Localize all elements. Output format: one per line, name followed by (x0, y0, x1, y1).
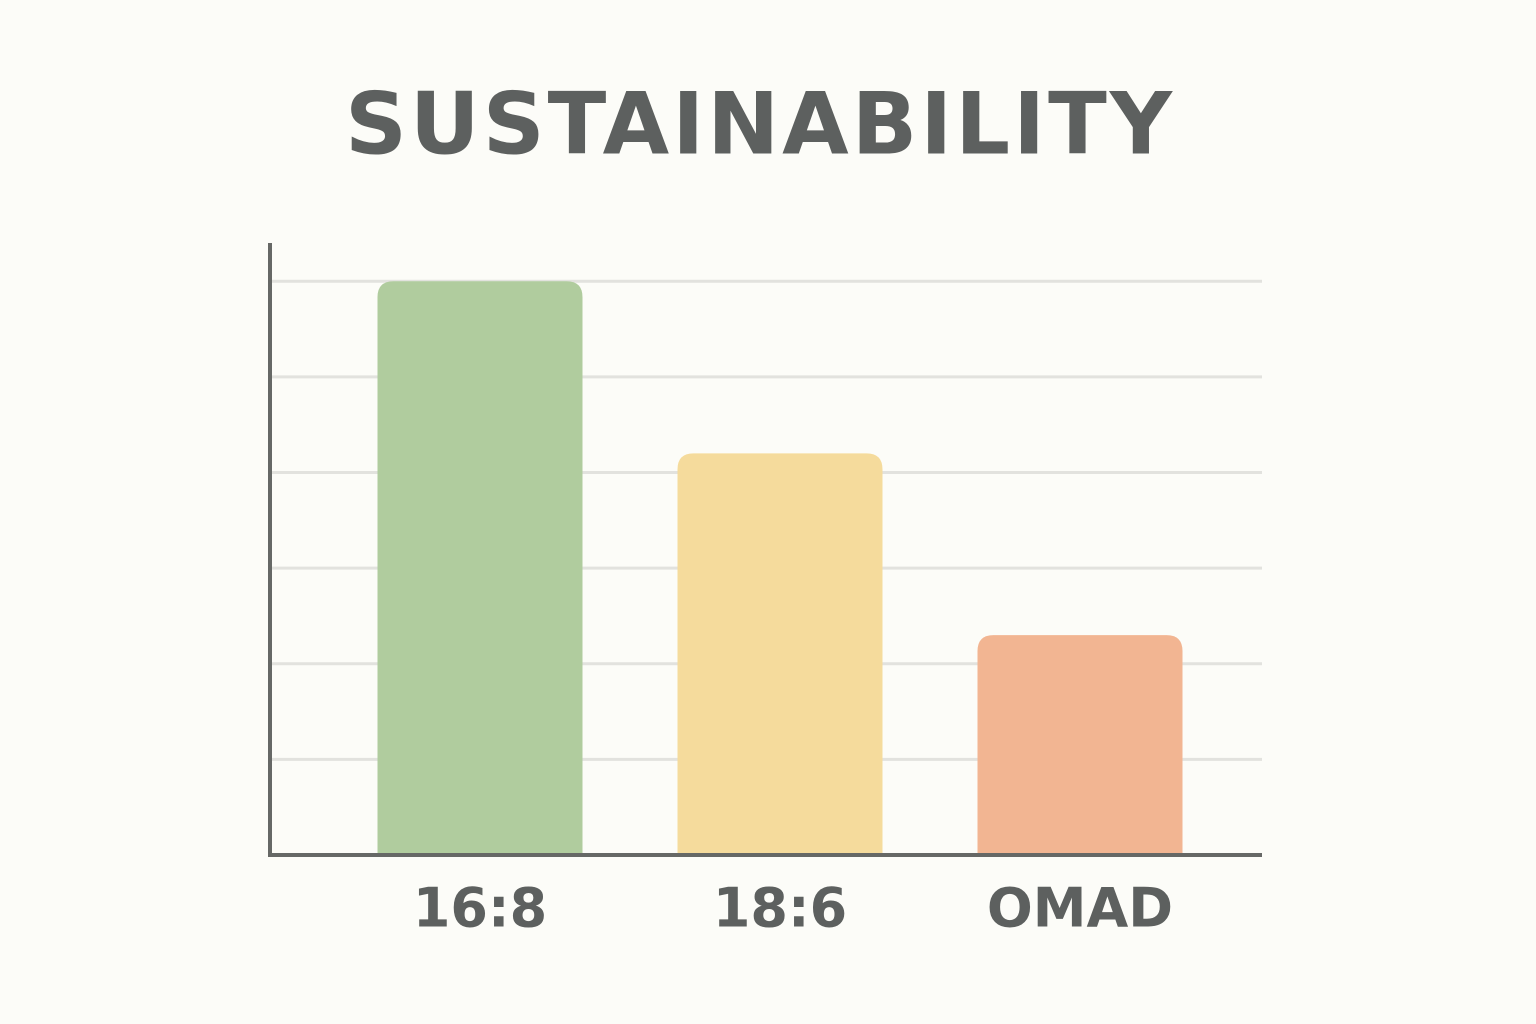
chart-title: SUSTAINABILITY (345, 74, 1175, 174)
bar (377, 281, 583, 855)
x-tick-label: 18:6 (713, 877, 847, 940)
bar (977, 635, 1183, 855)
x-tick-label: OMAD (987, 877, 1173, 940)
x-tick-label: 16:8 (413, 877, 547, 940)
bar (677, 453, 883, 855)
